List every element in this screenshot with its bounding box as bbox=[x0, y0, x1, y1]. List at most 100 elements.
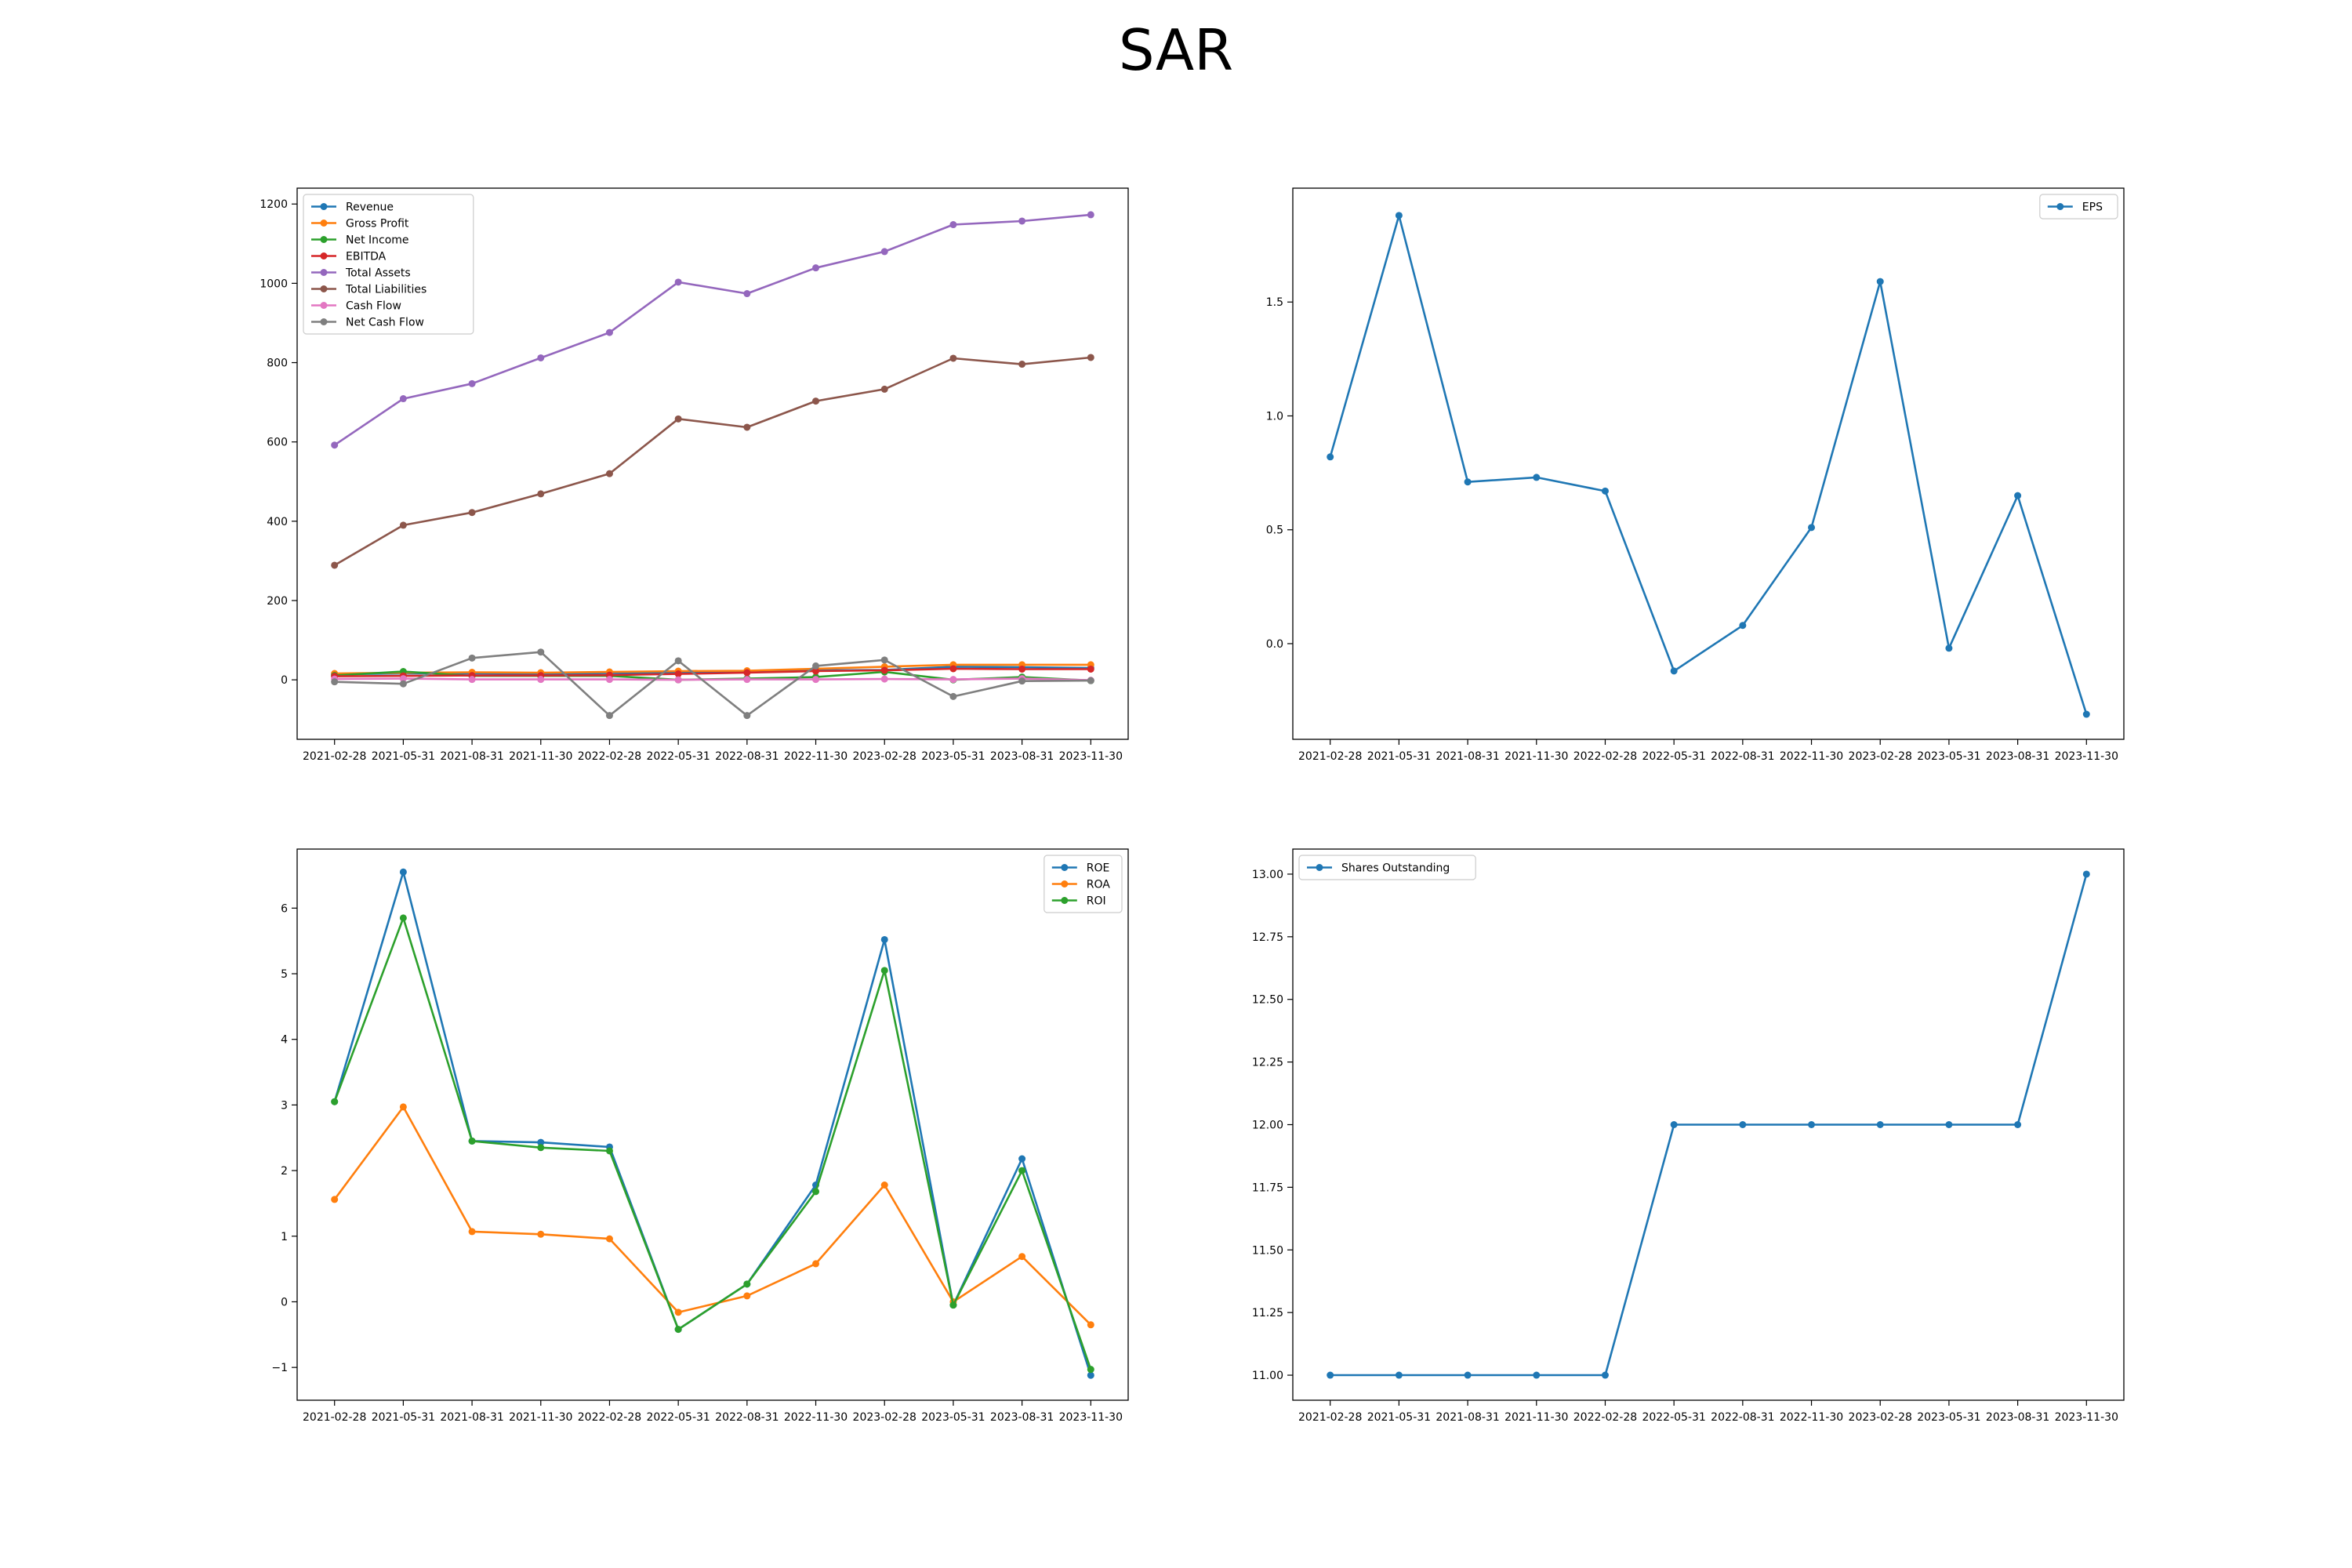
data-point bbox=[1018, 361, 1025, 368]
data-point bbox=[606, 329, 613, 336]
x-tick-label: 2021-11-30 bbox=[509, 1411, 572, 1424]
y-tick-label: 11.25 bbox=[1252, 1307, 1283, 1319]
x-tick-label: 2023-02-28 bbox=[853, 750, 916, 763]
y-tick-label: 6 bbox=[281, 902, 288, 915]
x-tick-label: 2022-05-31 bbox=[1642, 750, 1705, 763]
y-tick-label: 12.75 bbox=[1252, 931, 1283, 944]
data-point bbox=[1018, 1156, 1025, 1163]
data-point bbox=[881, 666, 888, 673]
legend-entry: Cash Flow bbox=[346, 300, 401, 313]
y-tick-label: 400 bbox=[267, 516, 288, 528]
data-point bbox=[606, 1147, 613, 1154]
legend-entry: EBITDA bbox=[346, 251, 387, 263]
plot-frame bbox=[1293, 188, 2124, 739]
legend-entry: Net Cash Flow bbox=[346, 317, 424, 329]
x-tick-label: 2022-05-31 bbox=[646, 1411, 710, 1424]
x-tick-label: 2021-05-31 bbox=[372, 1411, 435, 1424]
x-tick-label: 2021-05-31 bbox=[372, 750, 435, 763]
data-point bbox=[331, 1196, 338, 1203]
legend-marker bbox=[2056, 203, 2063, 210]
data-point bbox=[949, 1301, 956, 1308]
chart-panel-2: 2021-02-28 2021-05-31 2021-08-31 2021-11-30… bbox=[1266, 188, 2124, 763]
data-point bbox=[1018, 1167, 1025, 1174]
y-tick-label: 12.00 bbox=[1252, 1120, 1283, 1132]
data-point bbox=[400, 521, 407, 528]
y-tick-label: 600 bbox=[267, 437, 288, 449]
series-line-eps bbox=[1330, 216, 2087, 714]
legend-entry: ROE bbox=[1087, 862, 1110, 875]
x-tick-label: 2021-08-31 bbox=[1436, 1411, 1499, 1424]
data-point bbox=[469, 509, 476, 516]
data-point bbox=[1533, 474, 1540, 481]
legend-entry: Shares Outstanding bbox=[1341, 862, 1450, 875]
x-tick-label: 2022-02-28 bbox=[578, 1411, 641, 1424]
x-tick-label: 2022-02-28 bbox=[1573, 1411, 1637, 1424]
y-tick-label: 200 bbox=[267, 595, 288, 608]
x-tick-label: 2022-11-30 bbox=[1780, 1411, 1843, 1424]
y-tick-label: 11.75 bbox=[1252, 1181, 1283, 1194]
data-point bbox=[1087, 354, 1094, 361]
data-point bbox=[1739, 1121, 1746, 1128]
data-point bbox=[469, 380, 476, 387]
data-point bbox=[1671, 667, 1678, 674]
data-point bbox=[949, 221, 956, 228]
data-point bbox=[881, 386, 888, 393]
legend-entry: EPS bbox=[2082, 201, 2103, 214]
data-point bbox=[606, 712, 613, 719]
legend-marker bbox=[1061, 897, 1068, 904]
data-point bbox=[1018, 666, 1025, 673]
data-point bbox=[537, 648, 544, 655]
data-point bbox=[743, 1280, 750, 1287]
data-point bbox=[537, 1231, 544, 1238]
data-point bbox=[331, 678, 338, 685]
data-point bbox=[331, 561, 338, 568]
legend: EPS bbox=[2040, 194, 2118, 219]
x-tick-label: 2022-08-31 bbox=[715, 1411, 779, 1424]
data-point bbox=[743, 676, 750, 683]
legend-marker bbox=[1061, 864, 1068, 871]
data-point bbox=[949, 665, 956, 672]
data-point bbox=[606, 470, 613, 477]
data-point bbox=[1465, 478, 1472, 485]
legend: Revenue Gross Profit Net Income EBITDA Total… bbox=[303, 194, 474, 334]
data-point bbox=[881, 936, 888, 943]
data-point bbox=[331, 441, 338, 448]
data-point bbox=[1877, 278, 1884, 285]
legend-entry: ROI bbox=[1087, 895, 1106, 908]
data-point bbox=[881, 1181, 888, 1189]
y-tick-label: −1 bbox=[271, 1362, 288, 1374]
data-point bbox=[743, 670, 750, 677]
x-tick-label: 2023-08-31 bbox=[1986, 750, 2049, 763]
data-point bbox=[812, 662, 819, 670]
data-point bbox=[1087, 666, 1094, 673]
legend: Shares Outstanding bbox=[1299, 855, 1475, 880]
y-tick-label: 0.0 bbox=[1266, 638, 1283, 651]
y-tick-label: 0 bbox=[281, 1296, 288, 1308]
series-line-roi bbox=[335, 918, 1091, 1370]
y-tick-label: 1000 bbox=[260, 278, 288, 290]
data-point bbox=[1396, 212, 1403, 219]
data-point bbox=[1087, 1321, 1094, 1328]
x-tick-label: 2022-05-31 bbox=[646, 750, 710, 763]
legend-marker bbox=[1316, 864, 1323, 871]
x-tick-label: 2022-11-30 bbox=[784, 1411, 848, 1424]
x-tick-label: 2021-11-30 bbox=[1504, 750, 1568, 763]
data-point bbox=[812, 397, 819, 405]
y-tick-label: 1 bbox=[281, 1231, 288, 1243]
x-tick-label: 2023-11-30 bbox=[2055, 1411, 2118, 1424]
x-tick-label: 2023-11-30 bbox=[2055, 750, 2118, 763]
data-point bbox=[469, 1138, 476, 1145]
x-tick-label: 2023-08-31 bbox=[1986, 1411, 2049, 1424]
legend-entry: Gross Profit bbox=[346, 218, 409, 230]
legend: ROE ROA ROI bbox=[1044, 855, 1122, 913]
y-tick-label: 2 bbox=[281, 1165, 288, 1178]
data-point bbox=[1327, 1372, 1334, 1379]
y-tick-label: 11.00 bbox=[1252, 1370, 1283, 1382]
x-tick-label: 2023-11-30 bbox=[1059, 750, 1123, 763]
data-point bbox=[675, 416, 682, 423]
data-point bbox=[881, 676, 888, 683]
x-tick-label: 2023-05-31 bbox=[1917, 1411, 1980, 1424]
data-point bbox=[812, 676, 819, 683]
x-tick-label: 2023-05-31 bbox=[921, 750, 985, 763]
